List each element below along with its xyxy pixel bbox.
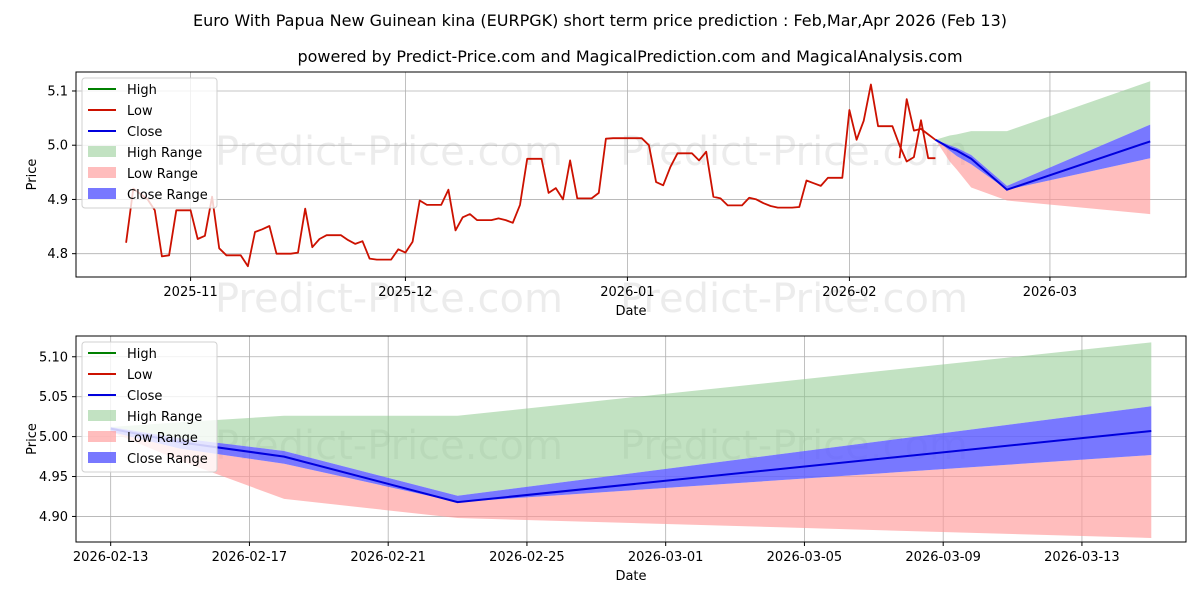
close-range-band [110, 406, 1152, 503]
x-axis-label: Date [615, 569, 646, 584]
y-tick-label: 4.8 [47, 247, 68, 262]
y-tick-label: 4.95 [39, 470, 68, 485]
watermark: Predict-Price.com [215, 276, 563, 322]
high-range-band [110, 342, 1152, 496]
legend-swatch-patch [88, 431, 116, 442]
x-tick-label: 2026-03-13 [1044, 550, 1120, 565]
legend-label: Low Range [127, 167, 198, 182]
y-tick-label: 5.10 [39, 350, 68, 365]
x-tick-label: 2026-02 [822, 285, 876, 300]
x-tick-label: 2026-02-13 [73, 550, 149, 565]
legend-label: Close [127, 389, 162, 404]
legend-label: Close [127, 125, 162, 140]
y-tick-label: 5.05 [39, 390, 68, 405]
legend-swatch-patch [88, 410, 116, 421]
legend-label: Close Range [127, 452, 208, 467]
legend-label: Low Range [127, 431, 198, 446]
x-tick-label: 2026-03-05 [767, 550, 843, 565]
y-tick-label: 5.1 [47, 84, 68, 99]
close-series-line [934, 138, 1151, 191]
high-range-band [935, 81, 1151, 186]
y-tick-label: 4.9 [47, 193, 68, 208]
watermark: Predict-Price.com [215, 129, 563, 175]
y-axis-label: Price [25, 423, 40, 455]
legend-label: High [127, 83, 157, 98]
low-range-band [110, 431, 1152, 538]
x-tick-label: 2026-03-09 [905, 550, 981, 565]
legend-label: Low [127, 368, 153, 383]
y-axis-label: Price [25, 159, 40, 191]
chart-subtitle: powered by Predict-Price.com and Magical… [297, 47, 962, 66]
x-tick-label: 2026-02-25 [489, 550, 565, 565]
x-tick-label: 2025-12 [378, 285, 432, 300]
legend-swatch-patch [88, 167, 116, 178]
legend: High Low Close High Range Low Range Close Ran… [81, 77, 218, 209]
low-range-band [935, 139, 1151, 215]
plot-frame [75, 335, 1187, 543]
watermark: Predict-Price.com [620, 276, 968, 322]
legend: High Low Close High Range Low Range Close Ran… [81, 341, 218, 473]
bottom-panel: Predict-Price.com Predict-Price.com 2026… [25, 335, 1187, 584]
y-tick-label: 4.90 [39, 510, 68, 525]
x-tick-label: 2026-01 [600, 285, 654, 300]
x-tick-label: 2025-11 [163, 285, 217, 300]
legend-swatch-patch [88, 188, 116, 199]
legend-label: High [127, 347, 157, 362]
legend-label: High Range [127, 410, 202, 425]
legend-swatch-patch [88, 146, 116, 157]
low-series-line [898, 98, 936, 159]
y-tick-label: 5.0 [47, 139, 68, 154]
x-tick-label: 2026-03 [1023, 285, 1077, 300]
x-axis-label: Date [615, 304, 646, 319]
y-tick-label: 5.00 [39, 430, 68, 445]
x-tick-label: 2026-02-17 [212, 550, 288, 565]
watermark-group: Predict-Price.com Predict-Price.com Pred… [215, 129, 968, 322]
plot-frame [75, 71, 1187, 278]
top-panel: Predict-Price.com Predict-Price.com Pred… [25, 71, 1187, 322]
watermark: Predict-Price.com [620, 129, 968, 175]
x-tick-label: 2026-02-21 [350, 550, 426, 565]
legend-label: Low [127, 104, 153, 119]
chart-title: Euro With Papua New Guinean kina (EURPGK… [193, 11, 1007, 30]
legend-label: High Range [127, 146, 202, 161]
low-series-line [125, 83, 936, 268]
legend-swatch-patch [88, 452, 116, 463]
legend-label: Close Range [127, 188, 208, 203]
x-tick-label: 2026-03-01 [628, 550, 704, 565]
